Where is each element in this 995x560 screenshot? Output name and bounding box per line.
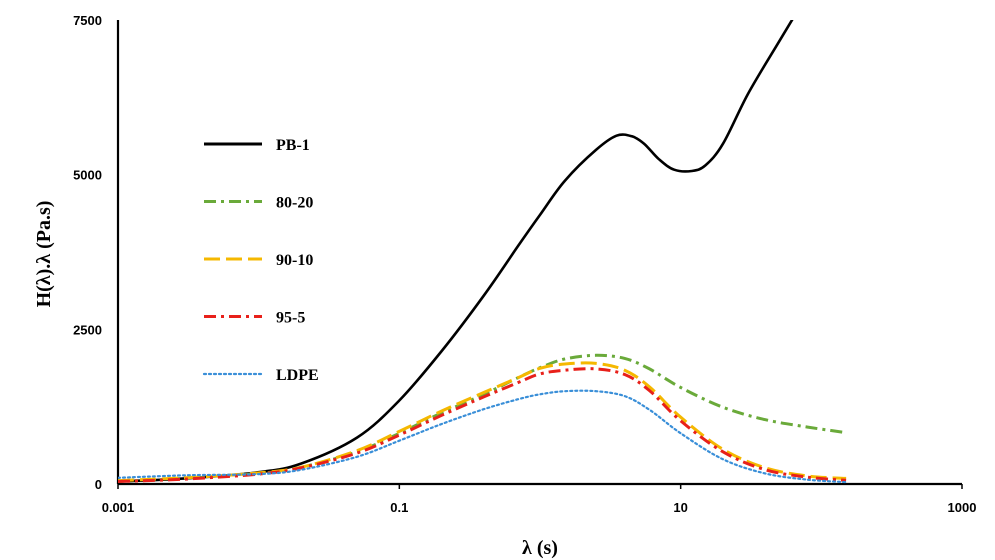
y-tick-label: 7500 — [73, 13, 102, 28]
y-tick-label: 5000 — [73, 168, 102, 183]
y-tick-label: 2500 — [73, 322, 102, 337]
x-tick-label: 1000 — [948, 500, 977, 515]
axes: 0.001 0.1 10 1000 0 2500 5000 7500 — [73, 13, 976, 515]
y-tick-label: 0 — [95, 477, 102, 492]
y-axis-label: H(λ).λ (Pa.s) — [33, 201, 55, 308]
series-line-90-10 — [118, 361, 847, 483]
legend-label-90-10: 90-10 — [276, 252, 313, 269]
legend-label-pb-1: PB-1 — [276, 137, 310, 154]
series-line-ldpe — [118, 389, 848, 484]
x-tick-label: 0.1 — [390, 500, 408, 515]
x-tick-label: 0.001 — [102, 500, 135, 515]
legend-label-95-5: 95-5 — [276, 310, 305, 327]
series-line-95-5 — [118, 367, 847, 483]
series-layer — [118, 20, 848, 484]
series-line-pb-1 — [118, 20, 794, 483]
x-tick-label: 10 — [673, 500, 687, 515]
legend-label-80-20: 80-20 — [276, 195, 313, 212]
legend: PB-1 80-20 90-10 95-5 LDPE — [202, 137, 319, 384]
x-axis-label: λ (s) — [522, 537, 558, 559]
series-line-80-20 — [118, 353, 847, 483]
legend-label-ldpe: LDPE — [276, 367, 319, 384]
